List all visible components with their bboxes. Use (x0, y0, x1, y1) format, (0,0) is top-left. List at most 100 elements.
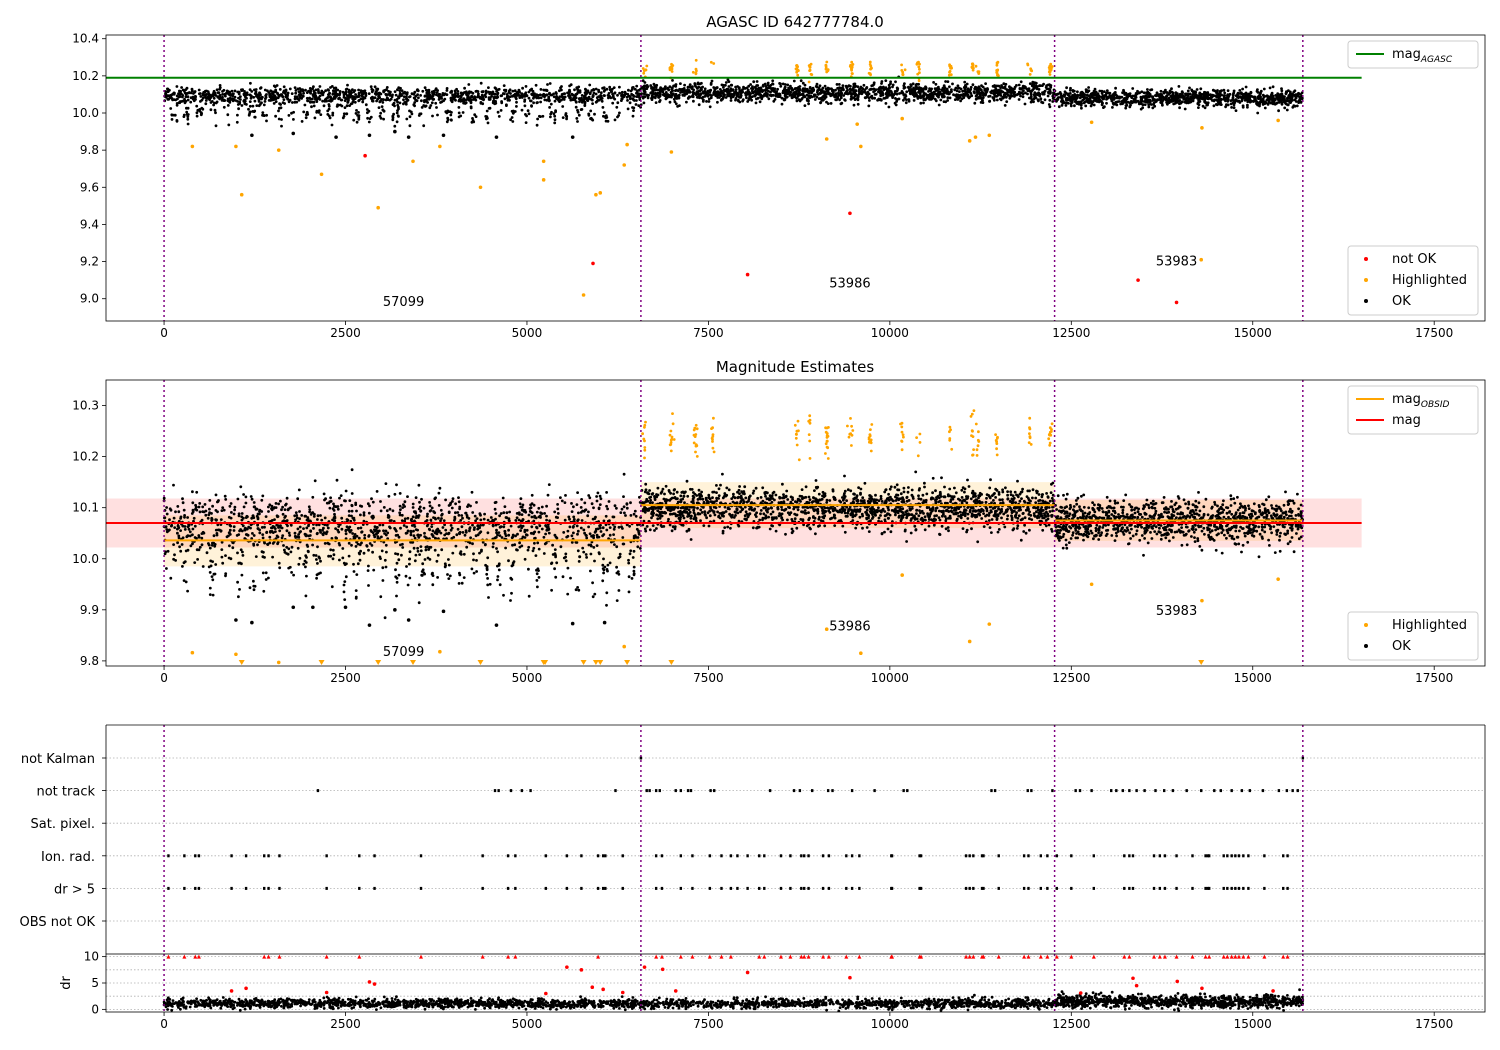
data-point (535, 101, 539, 105)
data-point (514, 97, 518, 101)
data-point (645, 64, 649, 68)
data-point (175, 102, 179, 105)
data-point (607, 537, 610, 540)
data-point (396, 552, 400, 556)
data-point (533, 536, 537, 540)
data-point (224, 572, 228, 576)
data-point (327, 554, 330, 558)
data-point (541, 114, 545, 118)
data-point (637, 95, 641, 99)
data-point (546, 83, 549, 86)
data-point (898, 92, 901, 95)
data-point (484, 89, 488, 93)
data-point (887, 83, 891, 87)
data-point (417, 114, 421, 117)
data-point (408, 95, 412, 98)
data-point (447, 558, 450, 561)
data-point (388, 519, 392, 522)
data-point (439, 101, 442, 104)
data-point (584, 87, 587, 91)
data-point (455, 533, 459, 537)
data-point (193, 90, 197, 94)
data-point (963, 88, 967, 91)
data-point (304, 88, 307, 92)
data-point (478, 96, 482, 99)
data-point (1109, 97, 1113, 101)
data-point (1212, 104, 1216, 108)
data-point (457, 582, 461, 585)
data-point (783, 85, 787, 89)
data-point (988, 94, 992, 98)
data-point (953, 98, 957, 101)
data-point (640, 86, 644, 90)
data-point (948, 69, 952, 73)
data-point (197, 88, 201, 92)
data-point (746, 89, 750, 92)
data-point (198, 92, 201, 96)
data-point (634, 103, 638, 106)
data-point (355, 540, 358, 544)
data-point (587, 510, 590, 514)
data-point (261, 494, 265, 498)
data-point (264, 515, 268, 518)
data-point (186, 117, 190, 121)
data-point (670, 62, 673, 66)
data-point (437, 93, 441, 96)
data-point (633, 99, 636, 102)
data-point (943, 88, 946, 92)
data-point (1095, 96, 1098, 100)
data-point (643, 90, 647, 93)
data-point (635, 84, 639, 88)
data-point (1258, 92, 1262, 95)
data-point (820, 90, 824, 94)
data-point (282, 98, 286, 101)
data-point (552, 112, 556, 116)
data-point (281, 512, 285, 516)
data-point (376, 205, 380, 210)
data-point (315, 576, 318, 580)
data-point (629, 89, 633, 93)
data-point (326, 88, 330, 91)
data-point (375, 99, 378, 103)
data-point (278, 102, 281, 106)
data-point (449, 113, 453, 117)
data-point (283, 102, 286, 105)
data-point (416, 93, 419, 97)
data-point (176, 531, 179, 535)
data-point (477, 92, 480, 96)
data-point (330, 99, 334, 102)
data-point (707, 100, 711, 103)
data-point (724, 81, 728, 84)
data-point (441, 93, 445, 97)
data-point (1271, 94, 1275, 98)
data-point (220, 509, 224, 512)
data-point (963, 80, 967, 84)
data-point (220, 99, 224, 102)
data-point (265, 113, 268, 117)
data-point (1202, 92, 1206, 96)
data-point (213, 108, 217, 112)
data-point (298, 510, 301, 513)
data-point (692, 99, 695, 103)
data-point (682, 87, 686, 90)
data-point (949, 73, 953, 77)
data-point (971, 65, 974, 69)
data-point (575, 117, 579, 120)
data-point (529, 531, 533, 535)
data-point (165, 512, 169, 516)
data-point (1271, 85, 1275, 89)
data-point (653, 96, 657, 100)
data-point (297, 98, 301, 102)
data-point (276, 92, 280, 96)
data-point (768, 93, 772, 97)
data-point (1261, 101, 1265, 105)
data-point (507, 559, 510, 563)
data-point (357, 114, 361, 117)
data-point (277, 109, 280, 113)
data-point (552, 95, 556, 99)
data-point (532, 101, 535, 105)
data-point (199, 111, 203, 115)
data-point (380, 549, 384, 553)
data-point (664, 96, 668, 100)
data-point (304, 594, 308, 598)
